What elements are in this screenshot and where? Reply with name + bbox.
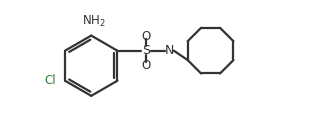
Text: Cl: Cl	[45, 74, 56, 87]
Text: O: O	[142, 59, 151, 72]
Text: N: N	[165, 44, 174, 57]
Text: NH$_2$: NH$_2$	[82, 14, 106, 29]
Text: S: S	[143, 44, 150, 57]
Text: O: O	[142, 30, 151, 43]
